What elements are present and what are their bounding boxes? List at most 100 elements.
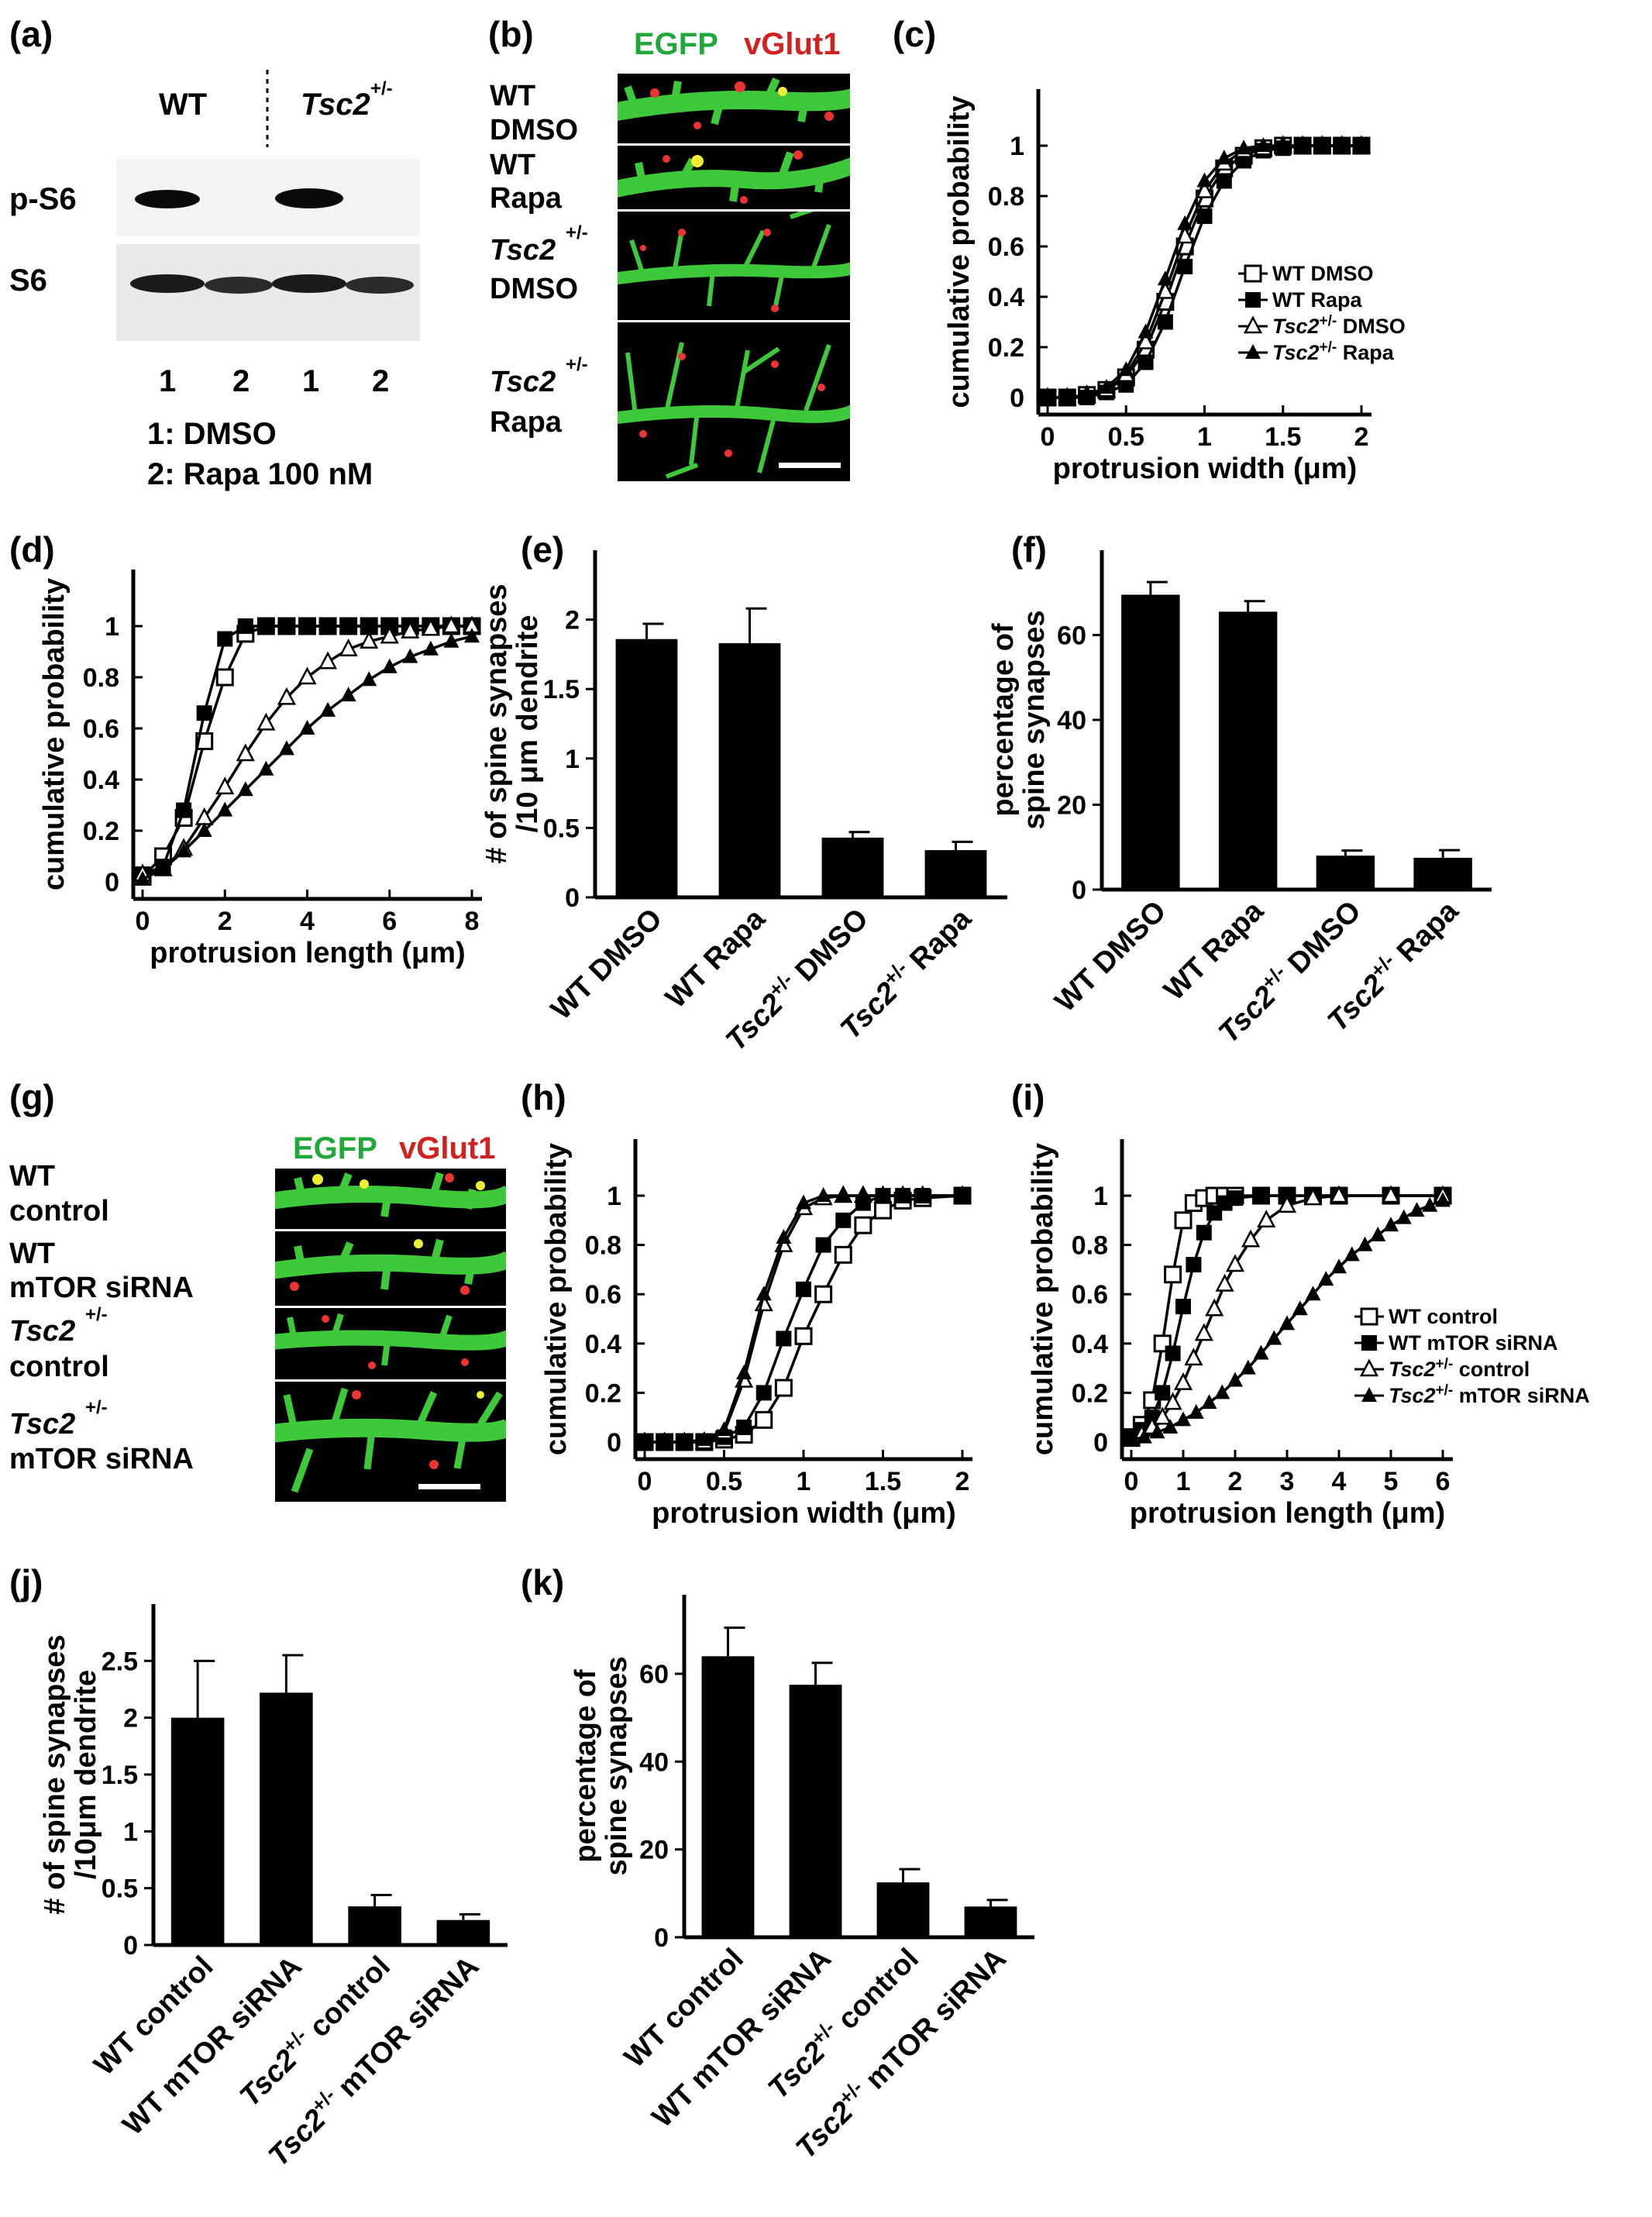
y-tick-label: 20 [1057,791,1086,821]
y-axis-label: /10 μm dendrite [511,615,544,833]
data-point [776,1331,792,1347]
data-point [656,1434,673,1448]
category-label: WT Rapa [659,902,772,1014]
data-point [1196,208,1213,224]
y-tick-label: 0 [607,1428,621,1458]
x-tick-label: 0 [1124,1467,1139,1496]
bar [1218,611,1278,890]
data-point [1124,1430,1139,1446]
condition-superscript: +/- [85,1397,108,1418]
data-point [755,1410,773,1429]
x-tick-label: 0 [136,907,150,936]
panel-g: (g) EGFP vGlut1 WT control WT mTOR siRNA… [9,1077,506,1502]
band-s6-lane2 [205,277,273,294]
legend-label: Tsc2+/- Rapa [1272,339,1395,364]
band-ps6-lane1 [135,190,200,208]
y-tick-label: 1.5 [102,1761,138,1790]
y-tick-label: 0.8 [988,182,1024,212]
x-axis-label: protrusion length (μm) [150,937,465,969]
data-point [637,1434,652,1448]
y-axis-label: spine synapses [601,1656,633,1875]
bar [924,850,987,897]
condition-label: WT [9,1238,55,1270]
data-point [464,628,480,643]
y-tick-label: 0.6 [83,714,119,744]
legend-marker [1245,344,1261,359]
legend-label: WT control [1389,1305,1498,1328]
row-label-ps6: p-S6 [9,182,77,216]
legend-label: WT Rapa [1272,288,1362,312]
condition-label: DMSO [490,273,578,305]
data-point [1344,1246,1360,1262]
y-tick-label: 0.2 [83,817,119,846]
data-point [1253,1344,1269,1360]
data-point [1157,314,1173,330]
micrograph-tsc2-control [275,1308,506,1379]
y-tick-label: 0.2 [1072,1379,1108,1408]
y-tick-label: 0 [565,883,580,913]
x-axis-label: protrusion length (μm) [1130,1497,1445,1530]
panel-g-letter: (g) [9,1077,55,1117]
data-point [1196,1224,1212,1241]
y-axis-label: /10μm dendrite [70,1670,102,1879]
condition-label: mTOR siRNA [9,1443,194,1475]
x-tick-label: 2 [1354,422,1369,452]
y-tick-label: 0 [1072,876,1086,905]
y-tick-label: 40 [1057,706,1086,735]
condition-superscript: +/- [566,354,588,375]
micrograph-wt-control [275,1169,506,1229]
data-point [256,712,276,731]
x-tick-label: 3 [1280,1467,1295,1496]
y-axis-label: # of spine synapses [39,1634,71,1914]
legend-marker [1244,264,1262,283]
condition-superscript: +/- [566,222,588,243]
data-point [277,687,297,705]
data-point [815,1187,831,1202]
condition-label: WT [9,1160,55,1193]
band-s6-lane1 [130,274,205,293]
y-tick-label: 0.6 [988,232,1024,262]
stain-vglut1-label: vGlut1 [744,27,840,61]
data-point [1257,1210,1276,1228]
bar [789,1685,842,1937]
x-tick-label: 2 [218,907,232,936]
data-point [834,1245,852,1264]
bar [615,639,678,897]
data-point [320,618,336,634]
data-point [1059,389,1076,404]
x-axis-label: protrusion width (μm) [652,1497,956,1530]
data-point [1334,137,1350,152]
data-point [854,1216,872,1234]
series-line [142,625,472,876]
row-label-s6: S6 [9,263,47,298]
data-point [1136,1428,1152,1444]
data-point [360,631,379,649]
y-tick-label: 0.2 [585,1379,621,1408]
data-point [1396,1209,1412,1224]
data-point [1164,1265,1182,1284]
data-point [1153,1406,1172,1425]
y-tick-label: 0.5 [543,814,580,843]
data-point [1422,1196,1438,1212]
category-label: Tsc2+/- control [231,1947,397,2113]
data-point [755,1385,772,1401]
data-point [835,1212,852,1228]
data-point [1215,1273,1234,1292]
panel-h-letter: (h) [521,1077,566,1117]
data-point [776,1229,792,1244]
condition-label: Tsc2 [9,1408,75,1441]
data-point [1331,1258,1347,1274]
data-point [1314,137,1330,152]
data-point [298,666,317,685]
condition-label: Tsc2 [490,366,556,398]
data-point [1098,379,1114,394]
micrograph-tsc2-rapa [618,322,850,481]
y-tick-label: 0.2 [988,333,1024,363]
data-point [716,1421,732,1437]
data-point [835,1187,852,1202]
data-point [1175,1299,1191,1315]
x-tick-label: 4 [1332,1467,1347,1496]
data-point [1173,1372,1193,1390]
y-tick-label: 0.6 [585,1280,621,1310]
